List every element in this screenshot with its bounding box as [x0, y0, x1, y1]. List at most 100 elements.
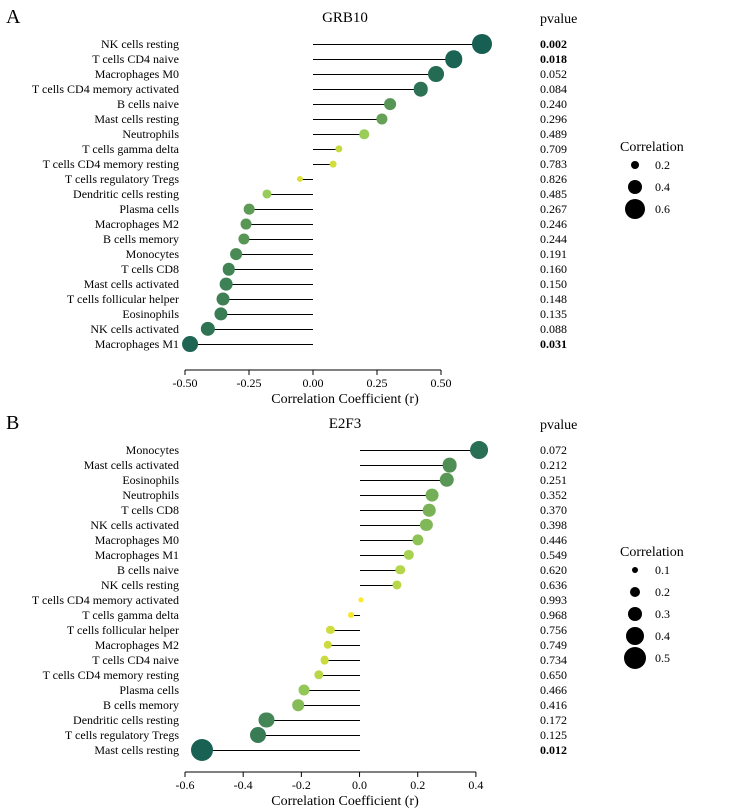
legend-size-dot — [630, 587, 640, 597]
x-tick-label: 0.2 — [410, 778, 425, 793]
pvalue: 0.012 — [540, 743, 600, 758]
legend-size-dot — [626, 627, 644, 645]
pvalue-header: pvalue — [540, 12, 577, 28]
lollipop-dot — [396, 565, 405, 574]
pvalue: 0.485 — [540, 187, 600, 202]
category-label: NK cells resting — [0, 37, 179, 52]
category-label: B cells naive — [0, 97, 179, 112]
category-label: T cells CD4 memory activated — [0, 593, 179, 608]
category-label: Mast cells resting — [0, 112, 179, 127]
pvalue: 0.650 — [540, 668, 600, 683]
lollipop-stem — [221, 314, 313, 315]
lollipop-dot — [428, 66, 444, 82]
lollipop-stem — [360, 495, 433, 496]
x-tick-label: -0.2 — [292, 778, 311, 793]
legend-size-dot — [632, 567, 638, 573]
category-label: T cells CD4 memory activated — [0, 82, 179, 97]
lollipop-dot — [297, 176, 303, 182]
lollipop-stem — [360, 465, 450, 466]
x-tick-label: -0.6 — [176, 778, 195, 793]
lollipop-dot — [326, 626, 334, 634]
x-tick-label: 0.50 — [431, 376, 452, 391]
lollipop-dot — [359, 129, 369, 139]
lollipop-dot — [348, 612, 354, 618]
category-label: Monocytes — [0, 443, 179, 458]
lollipop-stem — [313, 89, 421, 90]
lollipop-dot — [299, 685, 310, 696]
category-label: T cells CD4 memory resting — [0, 157, 179, 172]
legend-size-label: 0.6 — [655, 202, 670, 217]
pvalue: 0.466 — [540, 683, 600, 698]
pvalue: 0.709 — [540, 142, 600, 157]
category-label: T cells CD8 — [0, 262, 179, 277]
category-label: Plasma cells — [0, 683, 179, 698]
x-axis-label: Correlation Coefficient (r) — [271, 794, 418, 810]
category-label: T cells gamma delta — [0, 142, 179, 157]
pvalue: 0.251 — [540, 473, 600, 488]
pvalue: 0.968 — [540, 608, 600, 623]
lollipop-stem — [319, 675, 360, 676]
lollipop-dot — [293, 699, 305, 711]
lollipop-dot — [182, 336, 198, 352]
lollipop-dot — [259, 712, 274, 727]
pvalue: 0.088 — [540, 322, 600, 337]
chart-title: GRB10 — [185, 10, 505, 27]
lollipop-stem — [249, 209, 313, 210]
x-tick-label: 0.00 — [303, 376, 324, 391]
lollipop-dot — [330, 161, 337, 168]
lollipop-stem — [298, 705, 359, 706]
category-label: T cells gamma delta — [0, 608, 179, 623]
pvalue: 0.018 — [540, 52, 600, 67]
x-tick-label: 0.25 — [367, 376, 388, 391]
pvalue: 0.084 — [540, 82, 600, 97]
category-label: Macrophages M2 — [0, 638, 179, 653]
category-label: Neutrophils — [0, 127, 179, 142]
lollipop-dot — [358, 597, 363, 602]
pvalue: 0.446 — [540, 533, 600, 548]
category-label: NK cells activated — [0, 322, 179, 337]
legend-size-dot — [631, 161, 639, 169]
x-axis — [185, 370, 505, 390]
category-label: Macrophages M0 — [0, 67, 179, 82]
pvalue: 0.240 — [540, 97, 600, 112]
lollipop-stem — [360, 450, 479, 451]
category-label: T cells CD8 — [0, 503, 179, 518]
pvalue: 0.749 — [540, 638, 600, 653]
lollipop-dot — [440, 473, 454, 487]
lollipop-stem — [236, 254, 313, 255]
category-label: Eosinophils — [0, 473, 179, 488]
lollipop-dot — [314, 670, 323, 679]
lollipop-dot — [214, 307, 227, 320]
x-tick-label: -0.25 — [237, 376, 262, 391]
lollipop-stem — [360, 525, 427, 526]
category-label: Eosinophils — [0, 307, 179, 322]
pvalue: 0.416 — [540, 698, 600, 713]
category-label: Dendritic cells resting — [0, 713, 179, 728]
lollipop-stem — [223, 299, 313, 300]
lollipop-dot — [470, 441, 488, 459]
pvalue: 0.191 — [540, 247, 600, 262]
lollipop-dot — [442, 458, 457, 473]
legend-size-dot — [624, 647, 646, 669]
lollipop-stem — [360, 510, 430, 511]
lollipop-dot — [244, 204, 255, 215]
pvalue: 0.244 — [540, 232, 600, 247]
lollipop-stem — [246, 224, 313, 225]
lollipop-dot — [238, 233, 249, 244]
category-label: Neutrophils — [0, 488, 179, 503]
legend-size-label: 0.5 — [655, 651, 670, 666]
lollipop-dot — [472, 34, 492, 54]
pvalue: 0.993 — [540, 593, 600, 608]
legend-size-label: 0.3 — [655, 607, 670, 622]
pvalue: 0.135 — [540, 307, 600, 322]
panel-letter: B — [6, 412, 19, 435]
category-label: T cells CD4 memory resting — [0, 668, 179, 683]
lollipop-stem — [325, 660, 360, 661]
x-tick-label: 0.4 — [468, 778, 483, 793]
pvalue: 0.734 — [540, 653, 600, 668]
category-label: Mast cells activated — [0, 458, 179, 473]
pvalue: 0.172 — [540, 713, 600, 728]
lollipop-stem — [360, 480, 447, 481]
legend-size-label: 0.4 — [655, 629, 670, 644]
pvalue: 0.549 — [540, 548, 600, 563]
